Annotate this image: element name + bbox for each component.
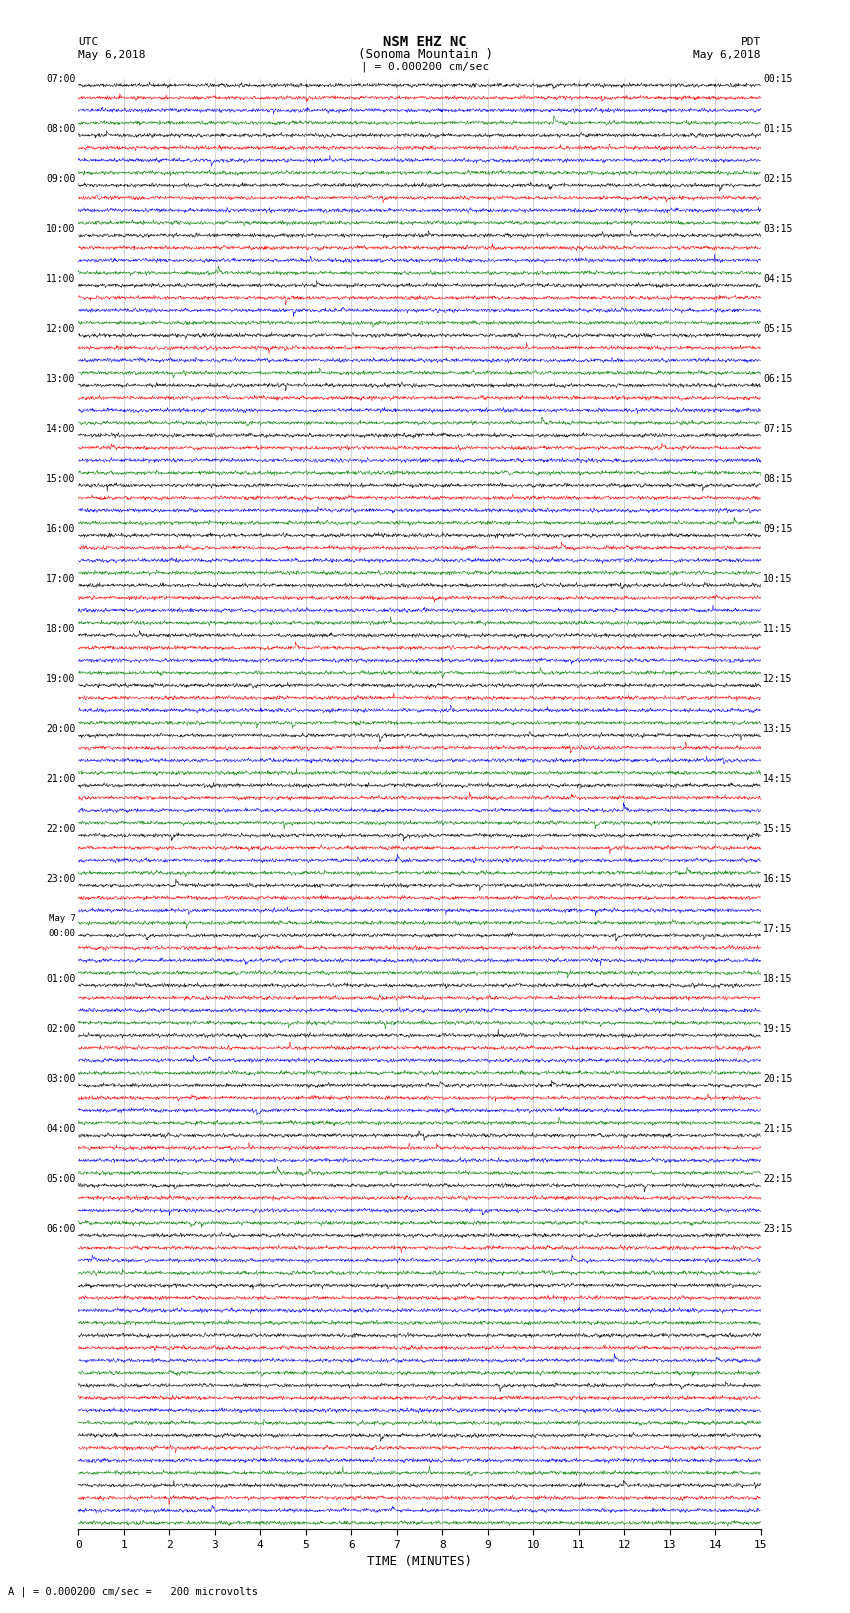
Text: May 7: May 7: [48, 913, 76, 923]
Text: 03:00: 03:00: [46, 1074, 76, 1084]
Text: 02:15: 02:15: [763, 174, 793, 184]
Text: 21:15: 21:15: [763, 1124, 793, 1134]
Text: 11:00: 11:00: [46, 274, 76, 284]
Text: 12:00: 12:00: [46, 324, 76, 334]
Text: 18:00: 18:00: [46, 624, 76, 634]
Text: 09:00: 09:00: [46, 174, 76, 184]
X-axis label: TIME (MINUTES): TIME (MINUTES): [367, 1555, 472, 1568]
Text: 22:00: 22:00: [46, 824, 76, 834]
Text: 10:00: 10:00: [46, 224, 76, 234]
Text: 15:15: 15:15: [763, 824, 793, 834]
Text: 04:00: 04:00: [46, 1124, 76, 1134]
Text: 05:15: 05:15: [763, 324, 793, 334]
Text: 10:15: 10:15: [763, 574, 793, 584]
Text: 02:00: 02:00: [46, 1024, 76, 1034]
Text: 16:00: 16:00: [46, 524, 76, 534]
Text: 19:00: 19:00: [46, 674, 76, 684]
Text: 13:00: 13:00: [46, 374, 76, 384]
Text: 00:00: 00:00: [48, 929, 76, 939]
Text: 21:00: 21:00: [46, 774, 76, 784]
Text: A | = 0.000200 cm/sec =   200 microvolts: A | = 0.000200 cm/sec = 200 microvolts: [8, 1586, 258, 1597]
Text: UTC: UTC: [78, 37, 99, 47]
Text: 13:15: 13:15: [763, 724, 793, 734]
Text: 14:00: 14:00: [46, 424, 76, 434]
Text: 08:15: 08:15: [763, 474, 793, 484]
Text: 01:15: 01:15: [763, 124, 793, 134]
Text: 05:00: 05:00: [46, 1174, 76, 1184]
Text: (Sonoma Mountain ): (Sonoma Mountain ): [358, 48, 492, 61]
Text: 16:15: 16:15: [763, 874, 793, 884]
Text: 06:00: 06:00: [46, 1224, 76, 1234]
Text: May 6,2018: May 6,2018: [78, 50, 145, 60]
Text: 07:00: 07:00: [46, 74, 76, 84]
Text: 08:00: 08:00: [46, 124, 76, 134]
Text: 19:15: 19:15: [763, 1024, 793, 1034]
Text: May 6,2018: May 6,2018: [694, 50, 761, 60]
Text: 03:15: 03:15: [763, 224, 793, 234]
Text: 23:15: 23:15: [763, 1224, 793, 1234]
Text: 18:15: 18:15: [763, 974, 793, 984]
Text: 15:00: 15:00: [46, 474, 76, 484]
Text: 23:00: 23:00: [46, 874, 76, 884]
Text: 12:15: 12:15: [763, 674, 793, 684]
Text: 06:15: 06:15: [763, 374, 793, 384]
Text: 00:15: 00:15: [763, 74, 793, 84]
Text: 04:15: 04:15: [763, 274, 793, 284]
Text: 11:15: 11:15: [763, 624, 793, 634]
Text: 20:00: 20:00: [46, 724, 76, 734]
Text: 17:00: 17:00: [46, 574, 76, 584]
Text: 20:15: 20:15: [763, 1074, 793, 1084]
Text: 01:00: 01:00: [46, 974, 76, 984]
Text: | = 0.000200 cm/sec: | = 0.000200 cm/sec: [361, 61, 489, 73]
Text: 09:15: 09:15: [763, 524, 793, 534]
Text: 07:15: 07:15: [763, 424, 793, 434]
Text: 22:15: 22:15: [763, 1174, 793, 1184]
Text: 17:15: 17:15: [763, 924, 793, 934]
Text: 14:15: 14:15: [763, 774, 793, 784]
Text: NSM EHZ NC: NSM EHZ NC: [383, 35, 467, 50]
Text: PDT: PDT: [740, 37, 761, 47]
